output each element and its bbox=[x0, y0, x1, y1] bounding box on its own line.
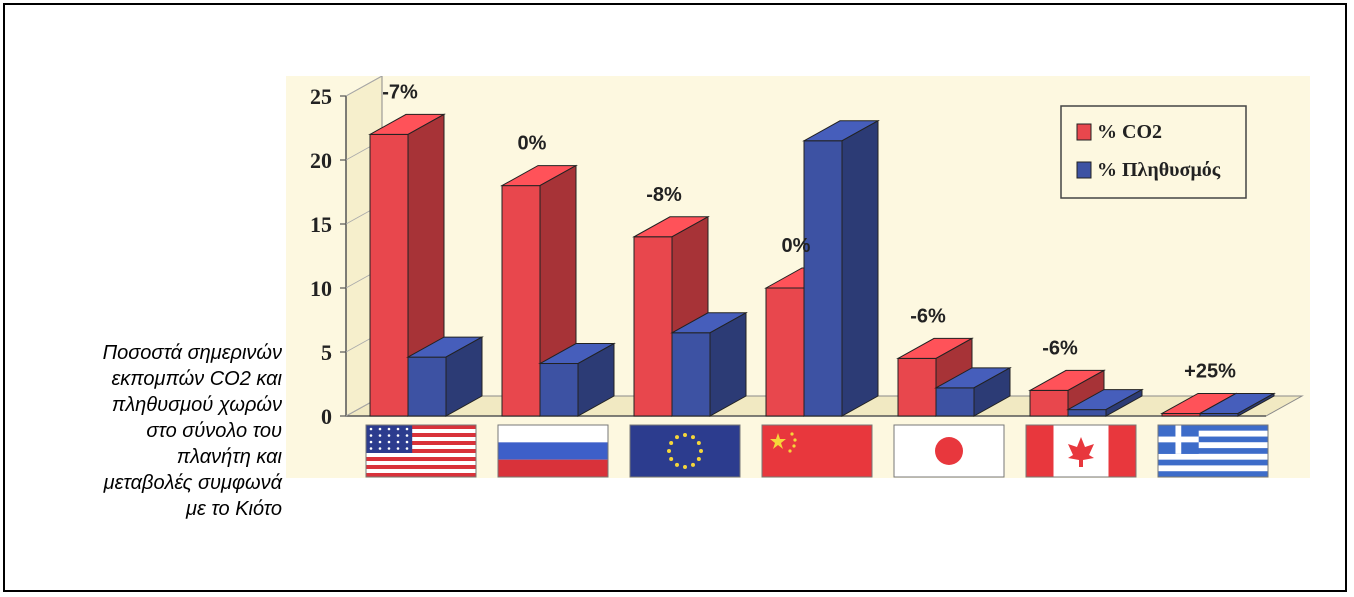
caption-line: με το Κιότο bbox=[186, 498, 282, 520]
population-bar-front bbox=[803, 140, 843, 417]
usa-flag-icon bbox=[365, 424, 477, 478]
co2-bar-front bbox=[501, 185, 541, 417]
legend-swatch-population bbox=[1076, 161, 1092, 179]
china-flag-icon bbox=[761, 424, 873, 478]
population-bar-front bbox=[539, 363, 579, 417]
russia-flag-icon bbox=[497, 424, 609, 478]
population-bar-side bbox=[1105, 388, 1143, 417]
population-bar-side bbox=[709, 311, 747, 417]
legend-label: % CO2 bbox=[1097, 121, 1162, 143]
caption-line: πληθυσμού χωρών bbox=[111, 394, 282, 416]
y-tick-label: 5 bbox=[321, 340, 332, 365]
chart: 0 5 10 15 20 25 -7% 0% -8% 0% -6% -6% +25% % CO2 % Πλη… bbox=[286, 75, 1310, 556]
eu-flag-icon bbox=[629, 424, 741, 478]
population-bar-side bbox=[577, 342, 615, 417]
population-bar-front bbox=[935, 387, 975, 417]
figure-caption: Ποσοστά σημερινών εκπομπών CO2 και πληθυ… bbox=[20, 340, 282, 522]
population-bar-side bbox=[445, 336, 483, 417]
y-tick-label: 25 bbox=[310, 84, 332, 109]
co2-bar-front bbox=[765, 287, 805, 417]
caption-line: εκπομπών CO2 και bbox=[111, 368, 282, 390]
population-bar-side bbox=[973, 366, 1011, 417]
change-label: 0% bbox=[782, 235, 811, 257]
population-bar-front bbox=[1067, 409, 1107, 417]
population-bar-front bbox=[407, 356, 447, 417]
change-label: -8% bbox=[646, 184, 682, 206]
y-tick-label: 15 bbox=[310, 212, 332, 237]
population-bar-side bbox=[841, 119, 879, 417]
change-label: -6% bbox=[1042, 337, 1078, 359]
bar-chart-3d: 0 5 10 15 20 25 -7% 0% -8% 0% -6% -6% +25% % CO2 % Πλη… bbox=[286, 75, 1310, 478]
y-tick-label: 0 bbox=[321, 404, 332, 429]
caption-line: στο σύνολο του bbox=[146, 420, 282, 442]
caption-line: μεταβολές συμφωνά bbox=[103, 472, 282, 494]
population-bar-front bbox=[671, 332, 711, 417]
legend-label: % Πληθυσμός bbox=[1097, 159, 1221, 181]
population-bar-side bbox=[1237, 392, 1275, 417]
canada-flag-icon bbox=[1025, 424, 1137, 478]
change-label: +25% bbox=[1184, 360, 1236, 382]
legend-swatch-co2 bbox=[1076, 123, 1092, 141]
japan-flag-icon bbox=[893, 424, 1005, 478]
greece-flag-icon bbox=[1157, 424, 1269, 478]
change-label: 0% bbox=[518, 133, 547, 155]
co2-bar-front bbox=[633, 236, 673, 417]
co2-bar-front bbox=[1029, 389, 1069, 417]
caption-line: πλανήτη και bbox=[176, 446, 282, 468]
legend-box bbox=[1060, 105, 1247, 199]
co2-bar-front bbox=[897, 357, 937, 417]
co2-bar-front bbox=[369, 133, 409, 417]
y-tick-label: 10 bbox=[310, 276, 332, 301]
caption-line: Ποσοστά σημερινών bbox=[102, 342, 282, 364]
change-label: -7% bbox=[382, 81, 418, 103]
y-gridline bbox=[345, 75, 383, 97]
change-label: -6% bbox=[910, 305, 946, 327]
y-tick-label: 20 bbox=[310, 148, 332, 173]
